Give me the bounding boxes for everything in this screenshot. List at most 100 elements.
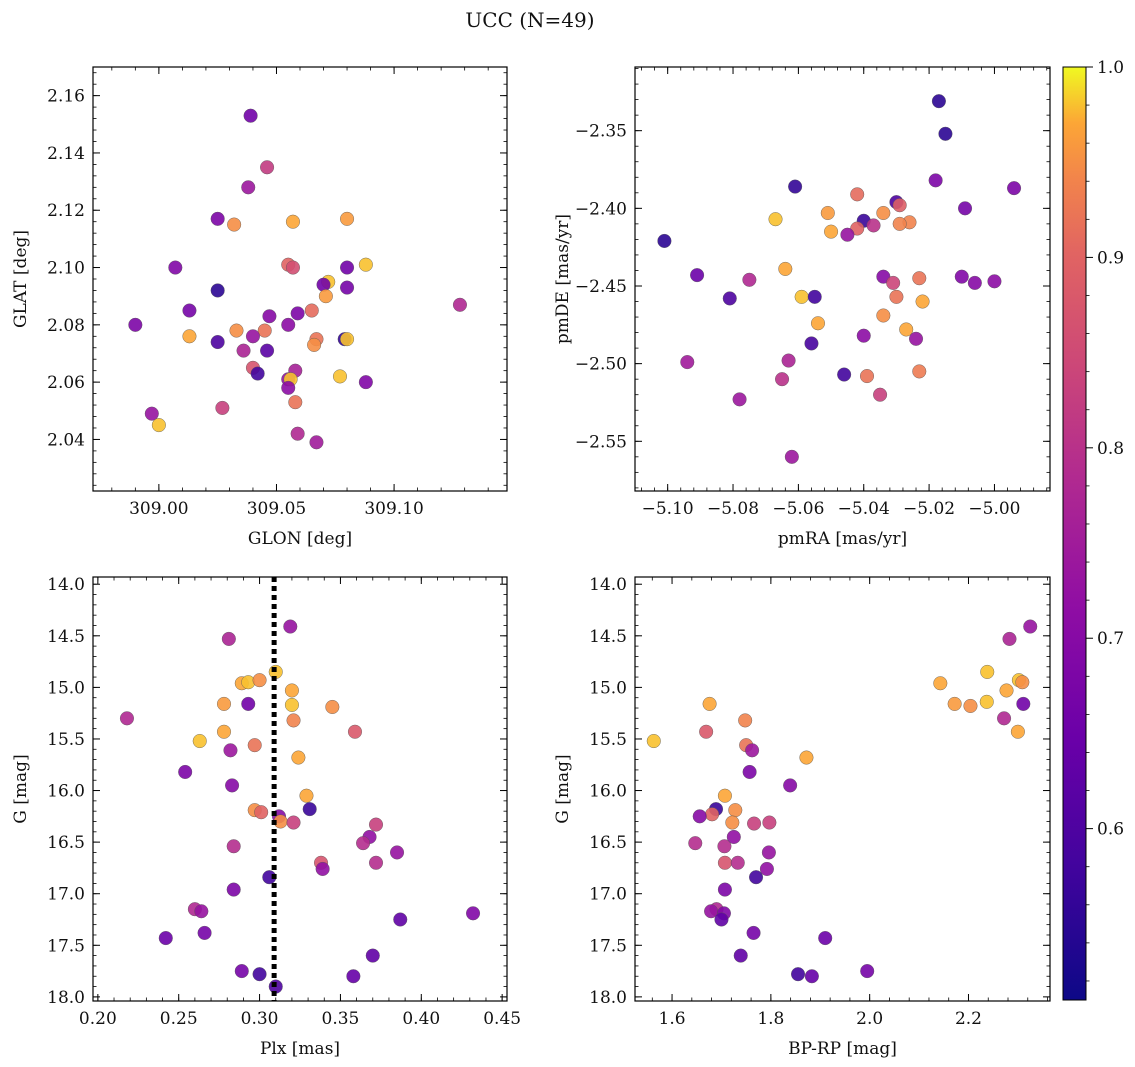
data-point (144, 406, 159, 421)
y-tick-label: 14.0 (47, 575, 85, 595)
y-tick-label: 15.0 (47, 678, 85, 698)
x-tick-label: 0.20 (79, 1009, 117, 1029)
data-point (285, 260, 300, 275)
y-tick-label: 2.08 (47, 316, 85, 336)
data-point (216, 696, 231, 711)
data-point (158, 931, 173, 946)
y-tick-label: −2.50 (575, 355, 627, 375)
y-tick-label: 14.0 (589, 575, 627, 595)
data-point (291, 750, 306, 765)
data-point (688, 836, 703, 851)
panel-plx-g: 0.20 0.25 0.30 0.35 0.40 0.45 14.0 14.5 15.0 15.5… (11, 575, 521, 1059)
data-point (252, 673, 267, 688)
data-point (690, 268, 705, 283)
y-axis-label: G [mag] (553, 754, 573, 823)
data-point (791, 967, 806, 982)
data-point (260, 343, 275, 358)
data-point (262, 309, 277, 324)
x-tick-label: 0.30 (241, 1009, 279, 1029)
data-point (979, 694, 994, 709)
data-point (247, 738, 262, 753)
data-point (241, 180, 256, 195)
data-point (876, 205, 891, 220)
data-point (210, 283, 225, 298)
data-point (236, 343, 251, 358)
data-point (889, 289, 904, 304)
x-tick-label: 0.35 (322, 1009, 360, 1029)
x-tick-label: 309.00 (129, 499, 188, 519)
data-point (717, 882, 732, 897)
data-point (225, 778, 240, 793)
data-point (997, 711, 1012, 726)
y-tick-label: 15.5 (589, 730, 627, 750)
data-point (1016, 696, 1031, 711)
plot-frame (634, 66, 1051, 492)
data-point (197, 925, 212, 940)
data-point (850, 187, 865, 202)
plot-frame (634, 576, 1051, 1002)
x-tick-label: 0.40 (402, 1009, 440, 1029)
data-point (226, 882, 241, 897)
data-point (909, 331, 924, 346)
data-point (254, 805, 269, 820)
data-point (657, 233, 672, 248)
data-point (299, 788, 314, 803)
data-point (365, 948, 380, 963)
data-point (168, 260, 183, 275)
data-point (722, 291, 737, 306)
y-tick-label: 2.04 (47, 430, 85, 450)
data-point (128, 317, 143, 332)
x-tick-label: 309.10 (364, 499, 423, 519)
data-point (281, 317, 296, 332)
y-tick-label: 2.14 (47, 144, 85, 164)
data-point (340, 211, 355, 226)
data-point (784, 449, 799, 464)
data-point (860, 964, 875, 979)
data-point (315, 861, 330, 876)
data-point (290, 426, 305, 441)
data-point (912, 271, 927, 286)
data-point (775, 372, 790, 387)
colorbar-tick-label: 0.9 (1097, 248, 1124, 268)
data-point (281, 380, 296, 395)
data-point (762, 815, 777, 830)
x-tick-label: 0.25 (160, 1009, 198, 1029)
y-tick-label: 16.5 (47, 833, 85, 853)
data-point (915, 294, 930, 309)
data-point (227, 217, 242, 232)
data-point (390, 845, 405, 860)
data-point (1023, 619, 1038, 634)
data-point (702, 696, 717, 711)
data-point (284, 683, 299, 698)
data-point (1002, 631, 1017, 646)
data-point (1015, 675, 1030, 690)
x-tick-label: −5.02 (903, 499, 955, 519)
data-point (369, 855, 384, 870)
data-point (257, 323, 272, 338)
data-point (938, 126, 953, 141)
data-point (283, 619, 298, 634)
data-point (358, 257, 373, 272)
data-point (290, 306, 305, 321)
data-point (699, 724, 714, 739)
x-tick-label: −5.00 (968, 499, 1020, 519)
panel-bprp-g: 1.6 1.8 2.0 2.2 14.0 14.5 15.0 15.5 16.0 16.5 17.0… (553, 575, 1051, 1059)
data-point (824, 224, 839, 239)
data-point (340, 260, 355, 275)
data-point (340, 280, 355, 295)
data-point (781, 353, 796, 368)
data-point (243, 108, 258, 123)
data-point (1007, 181, 1022, 196)
data-point (728, 803, 743, 818)
data-point (286, 815, 301, 830)
x-tick-label: 1.6 (659, 1009, 686, 1029)
data-point (733, 948, 748, 963)
y-axis-label: GLAT [deg] (11, 230, 31, 328)
data-point (210, 335, 225, 350)
data-point (229, 323, 244, 338)
data-point (717, 788, 732, 803)
data-point (794, 289, 809, 304)
y-tick-label: 15.5 (47, 730, 85, 750)
y-tick-label: 17.0 (589, 885, 627, 905)
data-point (245, 329, 260, 344)
